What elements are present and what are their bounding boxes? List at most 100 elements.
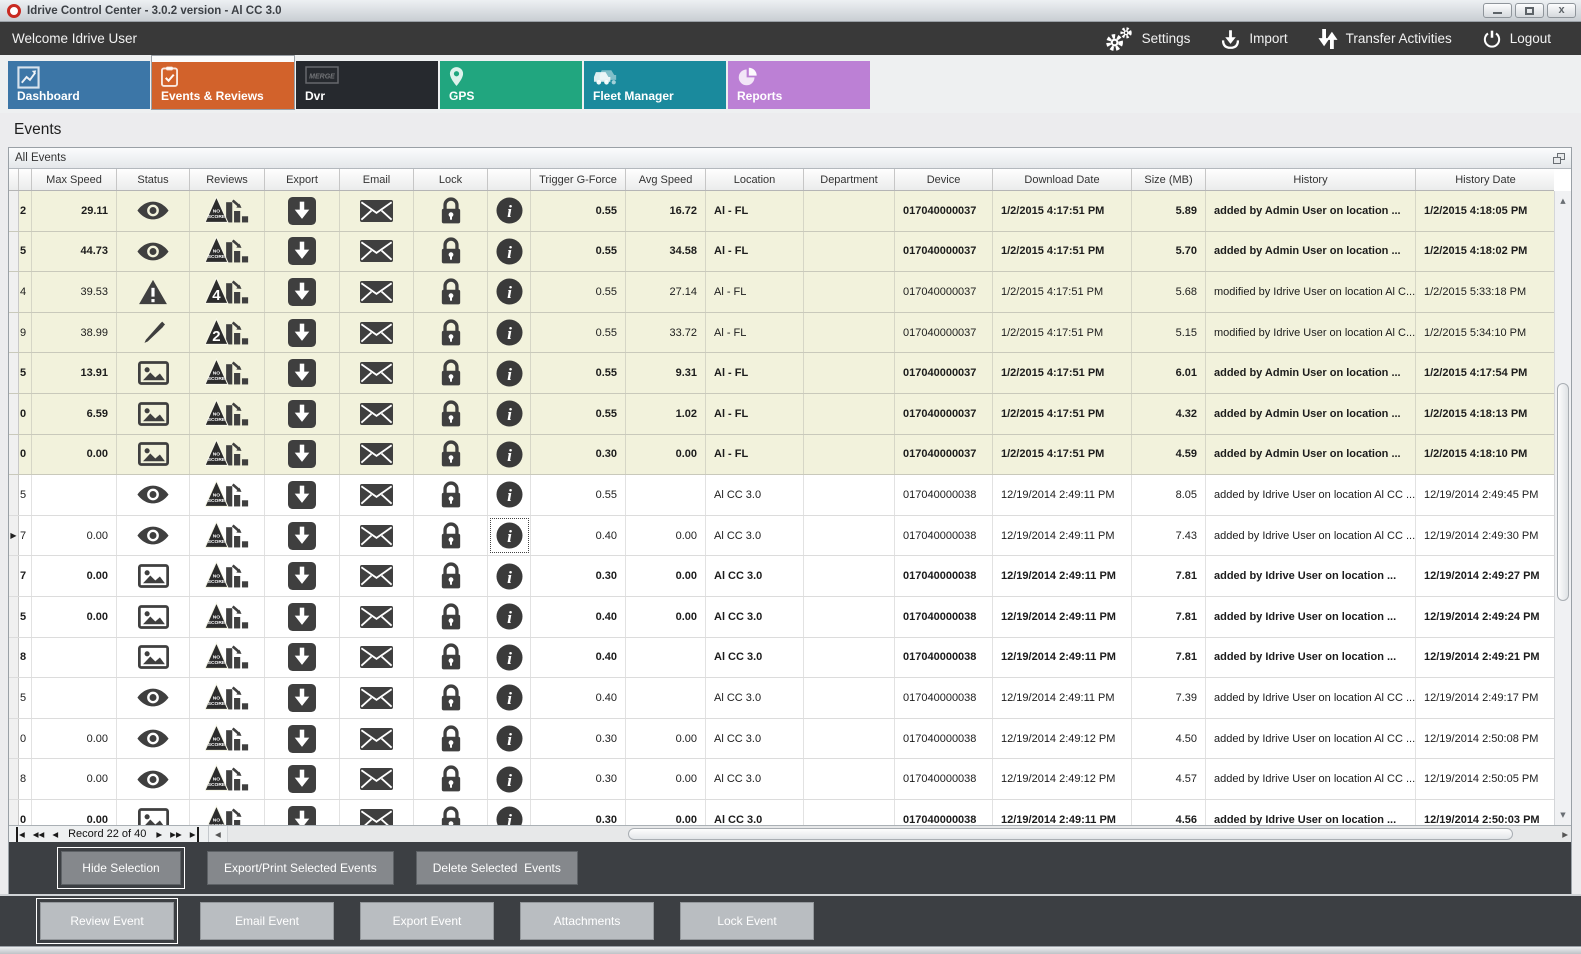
maximize-button[interactable] <box>1515 3 1544 18</box>
export-event-button[interactable]: Export Event <box>360 902 494 940</box>
lock-event-button[interactable]: Lock Event <box>680 902 814 940</box>
settings-button[interactable]: Settings <box>1104 26 1190 52</box>
cell-info[interactable]: i <box>488 231 531 272</box>
vertical-scrollbar[interactable]: ▲ ▼ <box>1554 191 1571 825</box>
logout-button[interactable]: Logout <box>1482 29 1551 49</box>
table-row[interactable]: 8 NO SCORE i 0.40 Al CC 3.0 017040000038 12/19/… <box>9 637 1554 679</box>
table-row[interactable]: 5 44.73 NO SCORE i 0.55 34.58 Al - FL 0170400000… <box>9 231 1554 273</box>
cell-email[interactable] <box>340 596 414 637</box>
cell-export[interactable] <box>265 191 340 231</box>
cell-lock[interactable] <box>414 353 488 393</box>
cell-export[interactable] <box>265 678 340 718</box>
cell-lock[interactable] <box>414 231 488 272</box>
column-header-trigger[interactable]: Trigger G-Force <box>531 169 626 190</box>
cell-lock[interactable] <box>414 678 488 718</box>
cell-email[interactable] <box>340 515 414 556</box>
cell-lock[interactable] <box>414 759 488 799</box>
table-row[interactable]: 4 39.53 4 i 0.55 27.14 Al - FL 017040000037 1/2/… <box>9 272 1554 313</box>
cell-email[interactable] <box>340 231 414 272</box>
review-event-button[interactable]: Review Event <box>40 902 174 940</box>
cell-info[interactable]: i <box>488 272 531 312</box>
tab-dashboard[interactable]: Dashboard <box>8 61 150 109</box>
cell-email[interactable] <box>340 312 414 353</box>
cell-export[interactable] <box>265 353 340 393</box>
column-header-device[interactable]: Device <box>895 169 993 190</box>
table-row[interactable]: 9 38.99 2 i 0.55 33.72 Al - FL 017040000037 1/2/… <box>9 312 1554 354</box>
cell-email[interactable] <box>340 393 414 434</box>
column-header-review[interactable]: Reviews <box>190 169 265 190</box>
cell-email[interactable] <box>340 759 414 799</box>
cell-export[interactable] <box>265 312 340 353</box>
column-header-location[interactable]: Location <box>706 169 804 190</box>
close-button[interactable]: x <box>1547 3 1576 18</box>
table-row[interactable]: 5 NO SCORE i 0.40 Al CC 3.0 017040000038 12/19/… <box>9 678 1554 719</box>
column-header-lock[interactable]: Lock <box>414 169 488 190</box>
cell-email[interactable] <box>340 556 414 596</box>
column-header-status[interactable]: Status <box>117 169 190 190</box>
cell-review[interactable]: 4 <box>190 272 265 312</box>
cell-export[interactable] <box>265 475 340 515</box>
column-header-avg_speed[interactable]: Avg Speed <box>626 169 706 190</box>
tab-fleet-manager[interactable]: Fleet Manager <box>584 61 726 109</box>
cell-email[interactable] <box>340 637 414 678</box>
column-header-history[interactable]: History <box>1206 169 1416 190</box>
cell-info[interactable]: i <box>488 637 531 678</box>
next-page-button[interactable]: ▶▶ <box>170 829 182 839</box>
cell-lock[interactable] <box>414 718 488 759</box>
cell-export[interactable] <box>265 637 340 678</box>
table-row[interactable]: 5 0.00 NO SCORE i 0.40 0.00 Al CC 3.0 0170400000… <box>9 596 1554 638</box>
prev-page-button[interactable]: ◀◀ <box>32 829 45 839</box>
cell-lock[interactable] <box>414 475 488 515</box>
cell-email[interactable] <box>340 272 414 312</box>
cell-email[interactable] <box>340 678 414 718</box>
cell-info[interactable]: i <box>488 353 531 393</box>
minimize-button[interactable] <box>1483 3 1512 18</box>
cell-email[interactable] <box>340 475 414 515</box>
cell-export[interactable] <box>265 556 340 596</box>
cell-email[interactable] <box>340 434 414 475</box>
hide-selection-button[interactable]: Hide Selection <box>61 851 181 885</box>
cell-export[interactable] <box>265 759 340 799</box>
tab-events-reviews[interactable]: Events & Reviews <box>151 55 295 110</box>
cell-info[interactable]: i <box>488 434 531 475</box>
cell-lock[interactable] <box>414 637 488 678</box>
tab-dvr[interactable]: MERGE Dvr <box>296 61 438 109</box>
table-row[interactable]: ▶ 7 0.00 NO SCORE i 0.40 0.00 Al CC 3.0 017040000… <box>9 515 1554 557</box>
tab-gps[interactable]: GPS <box>440 61 582 109</box>
cell-export[interactable] <box>265 515 340 556</box>
cell-info[interactable]: i <box>488 475 531 515</box>
cell-email[interactable] <box>340 799 414 825</box>
table-row[interactable]: 2 29.11 NO SCORE i 0.55 16.72 Al - FL 0170400000… <box>9 191 1554 232</box>
table-row[interactable]: 0 6.59 NO SCORE i 0.55 1.02 Al - FL 017040000037… <box>9 393 1554 435</box>
cell-info[interactable]: i <box>488 759 531 799</box>
cell-lock[interactable] <box>414 515 488 556</box>
cell-lock[interactable] <box>414 556 488 596</box>
cell-info[interactable]: i <box>488 556 531 596</box>
column-header-email[interactable]: Email <box>340 169 414 190</box>
cell-lock[interactable] <box>414 191 488 231</box>
cell-export[interactable] <box>265 434 340 475</box>
transfer-activities-button[interactable]: Transfer Activities <box>1318 27 1452 51</box>
cell-info[interactable]: i <box>488 678 531 718</box>
cell-export[interactable] <box>265 718 340 759</box>
vertical-scrollbar-thumb[interactable] <box>1557 383 1569 601</box>
table-row[interactable]: 5 13.91 NO SCORE i 0.55 9.31 Al - FL 01704000003… <box>9 353 1554 394</box>
cell-info[interactable]: i <box>488 312 531 353</box>
cell-review[interactable]: 2 <box>190 312 265 353</box>
table-row[interactable]: 7 0.00 NO SCORE i 0.30 0.00 Al CC 3.0 0170400000… <box>9 556 1554 597</box>
column-header-download_date[interactable]: Download Date <box>993 169 1132 190</box>
cell-email[interactable] <box>340 718 414 759</box>
